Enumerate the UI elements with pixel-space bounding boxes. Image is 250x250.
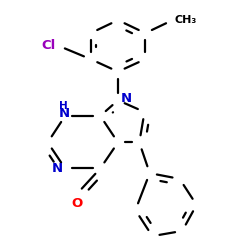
Text: N: N xyxy=(120,92,132,106)
Text: H: H xyxy=(60,101,68,111)
Text: O: O xyxy=(71,196,83,209)
Text: N: N xyxy=(58,107,70,120)
Text: CH₃: CH₃ xyxy=(175,15,197,25)
Text: Cl: Cl xyxy=(41,39,56,52)
Text: N: N xyxy=(52,162,63,175)
